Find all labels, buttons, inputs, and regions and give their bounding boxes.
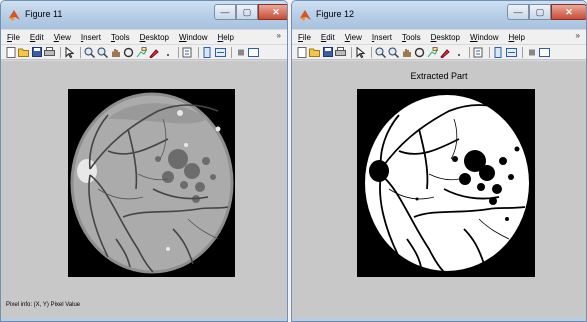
menu-desktop[interactable]: Desktop — [430, 32, 460, 42]
save-icon[interactable] — [31, 47, 42, 58]
menu-edit[interactable]: Edit — [29, 32, 44, 42]
close-button[interactable]: ✕ — [551, 4, 586, 20]
window-controls: — ▢ ✕ — [214, 4, 287, 20]
title-bar[interactable]: Figure 11 — ▢ ✕ — [1, 1, 287, 29]
menu-overflow-icon[interactable]: » — [575, 31, 580, 40]
menu-help[interactable]: Help — [508, 32, 525, 42]
link-icon[interactable] — [162, 47, 173, 58]
colorbar-icon[interactable] — [182, 47, 193, 58]
minimize-button[interactable]: — — [507, 4, 529, 20]
title-bar[interactable]: Figure 12 — ▢ ✕ — [292, 1, 586, 29]
window-border — [292, 318, 586, 321]
figure-toolbar — [292, 45, 586, 60]
figure-canvas[interactable]: Pixel info: (X, Y) Pixel Value — [1, 61, 287, 321]
window-border — [1, 318, 287, 321]
colorbar-icon[interactable] — [473, 47, 484, 58]
axes-title: Extracted Part — [410, 71, 468, 81]
brush-icon[interactable] — [440, 47, 451, 58]
new-figure-icon[interactable] — [5, 46, 16, 58]
pointer-icon[interactable] — [64, 46, 75, 58]
toolbar-separator — [522, 46, 523, 58]
menu-bar: File Edit View Insert Tools Desktop Wind… — [292, 30, 586, 44]
menu-tools[interactable]: Tools — [110, 32, 130, 42]
toolbar-separator — [198, 46, 199, 58]
legend-icon[interactable] — [493, 46, 504, 58]
figure-toolbar — [1, 45, 287, 60]
menu-file[interactable]: File — [7, 32, 20, 42]
zoom-in-icon[interactable] — [84, 47, 95, 58]
brush-icon[interactable] — [149, 47, 160, 58]
menu-view[interactable]: View — [53, 32, 71, 42]
pixel-info-status: Pixel info: (X, Y) Pixel Value — [6, 302, 81, 308]
print-icon[interactable] — [44, 47, 55, 58]
menu-edit[interactable]: Edit — [320, 32, 335, 42]
show-tools-icon[interactable] — [235, 47, 246, 58]
dock-icon[interactable] — [539, 47, 550, 58]
pointer-icon[interactable] — [355, 46, 366, 58]
print-icon[interactable] — [335, 47, 346, 58]
new-figure-icon[interactable] — [296, 46, 307, 58]
rotate-icon[interactable] — [123, 47, 134, 58]
toolbar-separator — [469, 46, 470, 58]
menu-desktop[interactable]: Desktop — [139, 32, 169, 42]
toolbar-separator — [178, 46, 179, 58]
zoom-out-icon[interactable] — [97, 47, 108, 58]
figure-11-window: Figure 11 — ▢ ✕ File Edit View Insert To… — [0, 0, 288, 322]
extracted-part-image — [365, 95, 529, 273]
menu-bar: File Edit View Insert Tools Desktop Wind… — [1, 30, 287, 44]
figure-canvas[interactable]: Extracted Part — [292, 61, 586, 321]
menu-view[interactable]: View — [344, 32, 362, 42]
maximize-button[interactable]: ▢ — [529, 4, 551, 20]
matlab-logo-icon — [300, 10, 311, 21]
maximize-button[interactable]: ▢ — [236, 4, 258, 20]
menu-insert[interactable]: Insert — [80, 32, 101, 42]
toolbar-separator — [80, 46, 81, 58]
extracted-image[interactable] — [357, 89, 535, 277]
dock-icon[interactable] — [248, 47, 259, 58]
window-controls: — ▢ ✕ — [507, 4, 586, 20]
save-icon[interactable] — [322, 47, 333, 58]
figure-12-window: Figure 12 — ▢ ✕ File Edit View Insert To… — [291, 0, 587, 322]
window-title: Figure 12 — [316, 9, 355, 19]
toolbar-separator — [489, 46, 490, 58]
close-button[interactable]: ✕ — [258, 4, 287, 20]
data-cursor-icon[interactable] — [136, 46, 147, 58]
toolbar-separator — [231, 46, 232, 58]
data-cursor-icon[interactable] — [427, 46, 438, 58]
retina-image[interactable] — [68, 89, 235, 277]
window-title: Figure 11 — [25, 9, 63, 19]
toolbar-separator — [371, 46, 372, 58]
link-icon[interactable] — [453, 47, 464, 58]
menu-tools[interactable]: Tools — [401, 32, 421, 42]
menu-insert[interactable]: Insert — [371, 32, 392, 42]
show-tools-icon[interactable] — [526, 47, 537, 58]
hide-tools-icon[interactable] — [215, 47, 226, 58]
legend-icon[interactable] — [202, 46, 213, 58]
hide-tools-icon[interactable] — [506, 47, 517, 58]
retina-segmented-image — [70, 92, 234, 274]
minimize-button[interactable]: — — [214, 4, 236, 20]
open-icon[interactable] — [309, 47, 320, 58]
pan-icon[interactable] — [110, 47, 121, 58]
menu-file[interactable]: File — [298, 32, 311, 42]
menu-help[interactable]: Help — [217, 32, 234, 42]
zoom-in-icon[interactable] — [375, 47, 386, 58]
open-icon[interactable] — [18, 47, 29, 58]
menu-overflow-icon[interactable]: » — [276, 31, 281, 40]
menu-window[interactable]: Window — [179, 32, 208, 42]
zoom-out-icon[interactable] — [388, 47, 399, 58]
rotate-icon[interactable] — [414, 47, 425, 58]
pan-icon[interactable] — [401, 47, 412, 58]
menu-window[interactable]: Window — [470, 32, 499, 42]
toolbar-separator — [351, 46, 352, 58]
matlab-logo-icon — [9, 10, 20, 21]
toolbar-separator — [60, 46, 61, 58]
